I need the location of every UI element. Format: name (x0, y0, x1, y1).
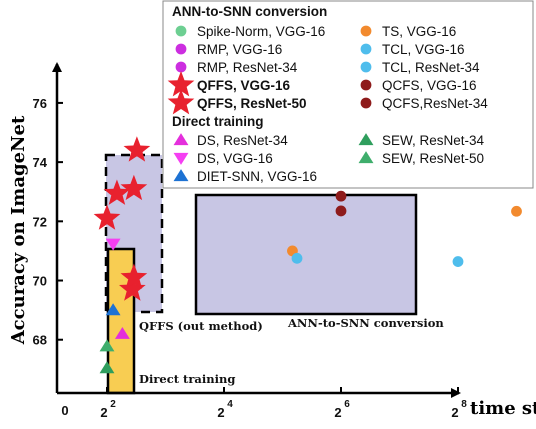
regions-layer (104, 153, 418, 395)
legend-label: QFFS, ResNet-50 (197, 96, 307, 111)
y-tick-label: 70 (33, 274, 47, 289)
legend-label: QCFS, VGG-16 (382, 78, 477, 93)
legend-item-qffs-vgg-16: QFFS, VGG-16 (167, 70, 291, 97)
point-tcl-vgg-16-0 (291, 252, 303, 264)
point-qffs-resnet-50-1 (120, 263, 148, 289)
y-tick-label: 76 (33, 96, 47, 111)
legend-marker (175, 43, 187, 55)
legend-marker (167, 88, 195, 115)
region-ann-to-snn-conversion (194, 193, 418, 316)
legend-label: QCFS,ResNet-34 (382, 96, 488, 111)
legend-marker (358, 133, 374, 146)
legend-item-sew-resnet-34: SEW, ResNet-34 (358, 133, 485, 148)
legend-item-qcfs-vgg-16: QCFS, VGG-16 (360, 78, 477, 93)
legend-marker (360, 61, 372, 73)
point-qffs-vgg-16-2 (123, 136, 151, 162)
legend-label: TCL, VGG-16 (382, 42, 465, 57)
x-tick-exponent: 2 (110, 399, 116, 410)
legend: ANN-to-SNN conversion Spike-Norm, VGG-16 R… (162, 0, 534, 189)
legend-item-diet-snn-vgg-16: DIET-SNN, VGG-16 (173, 169, 317, 184)
labels-layer: time steps Accuracy on ImageNet QFFS (out … (8, 115, 536, 419)
x-tick-label: 2 (334, 405, 341, 420)
point-qffs-resnet-50-0 (118, 275, 146, 301)
point-qffs-vgg-16-1 (103, 179, 131, 205)
y-axis-title: Accuracy on ImageNet (8, 115, 29, 345)
legend-label: RMP, ResNet-34 (197, 60, 298, 75)
legend-marker (173, 152, 189, 165)
point-sew-resnet-34-0 (99, 361, 115, 374)
x-tick-exponent: 8 (461, 399, 467, 410)
point-tcl-resnet-34-0 (452, 256, 464, 267)
legend-item-ds-vgg-16: DS, VGG-16 (173, 151, 273, 166)
legend-item-tcl-vgg-16: TCL, VGG-16 (360, 42, 465, 57)
legend-marker (360, 97, 372, 109)
legend-marker (175, 25, 187, 37)
legend-header: ANN-to-SNN conversion (172, 4, 327, 19)
legend-item-qcfs-resnet-34: QCFS,ResNet-34 (360, 96, 488, 111)
point-ds-vgg-16-0 (105, 238, 121, 251)
legend-marker (173, 169, 189, 182)
legend-item-ds-resnet-34: DS, ResNet-34 (173, 133, 288, 148)
point-sew-resnet-50-0 (99, 339, 115, 352)
x-tick-label: 2 (451, 405, 458, 420)
legend-item-rmp-vgg-16: RMP, VGG-16 (175, 42, 282, 57)
legend-item-spike-norm-vgg-16: Spike-Norm, VGG-16 (175, 24, 325, 39)
legend-label: DS, ResNet-34 (197, 133, 288, 148)
legend-label: Spike-Norm, VGG-16 (197, 24, 325, 39)
legend-label: RMP, VGG-16 (197, 42, 282, 57)
region-label: QFFS (out method) (139, 319, 263, 333)
legend-label: DS, VGG-16 (197, 151, 273, 166)
x-tick-label: 2 (100, 405, 107, 420)
legend-item-tcl-resnet-34: TCL, ResNet-34 (360, 60, 480, 75)
point-qffs-vgg-16-0 (93, 204, 121, 230)
point-ds-resnet-34-0 (114, 326, 130, 339)
legend-marker (360, 25, 372, 37)
legend-marker (173, 133, 189, 146)
legend-item-sew-resnet-50: SEW, ResNet-50 (358, 151, 484, 166)
legend-label: SEW, ResNet-50 (382, 151, 484, 166)
point-qcfs-vgg-16-0 (335, 190, 347, 202)
point-ts-vgg-16-1 (511, 205, 522, 217)
axes-layer: 6870727476022242628210212 (33, 62, 467, 420)
region-label: Direct training (139, 372, 235, 386)
legend-marker (175, 61, 187, 73)
legend-label: QFFS, VGG-16 (197, 78, 291, 93)
legend-label: SEW, ResNet-34 (382, 133, 485, 148)
points-layer (93, 136, 522, 374)
legend-header: Direct training (172, 114, 264, 129)
region-label: ANN-to-SNN conversion (287, 316, 444, 330)
y-tick-label: 74 (33, 155, 48, 170)
legend-item-rmp-resnet-34: RMP, ResNet-34 (175, 60, 298, 75)
x-tick-label: 2 (217, 405, 224, 420)
x-axis-title: time steps (470, 398, 536, 419)
legend-label: TS, VGG-16 (382, 24, 456, 39)
point-qcfs-resnet-34-0 (335, 205, 347, 217)
legend-box (162, 0, 534, 189)
legend-label: TCL, ResNet-34 (382, 60, 480, 75)
legend-marker (360, 43, 372, 55)
legend-item-ts-vgg-16: TS, VGG-16 (360, 24, 456, 39)
y-tick-label: 72 (33, 214, 47, 229)
point-diet-snn-vgg-16-0 (105, 303, 121, 316)
point-qffs-vgg-16-3 (120, 174, 148, 201)
x-tick-exponent: 6 (344, 399, 350, 410)
legend-marker (358, 151, 374, 164)
legend-marker (360, 79, 372, 91)
x-tick-label: 0 (61, 403, 68, 418)
x-tick-exponent: 4 (227, 399, 233, 410)
y-tick-label: 68 (33, 333, 47, 348)
legend-item-qffs-resnet-50: QFFS, ResNet-50 (167, 88, 307, 115)
legend-marker (167, 70, 195, 97)
legend-label: DIET-SNN, VGG-16 (197, 169, 317, 184)
